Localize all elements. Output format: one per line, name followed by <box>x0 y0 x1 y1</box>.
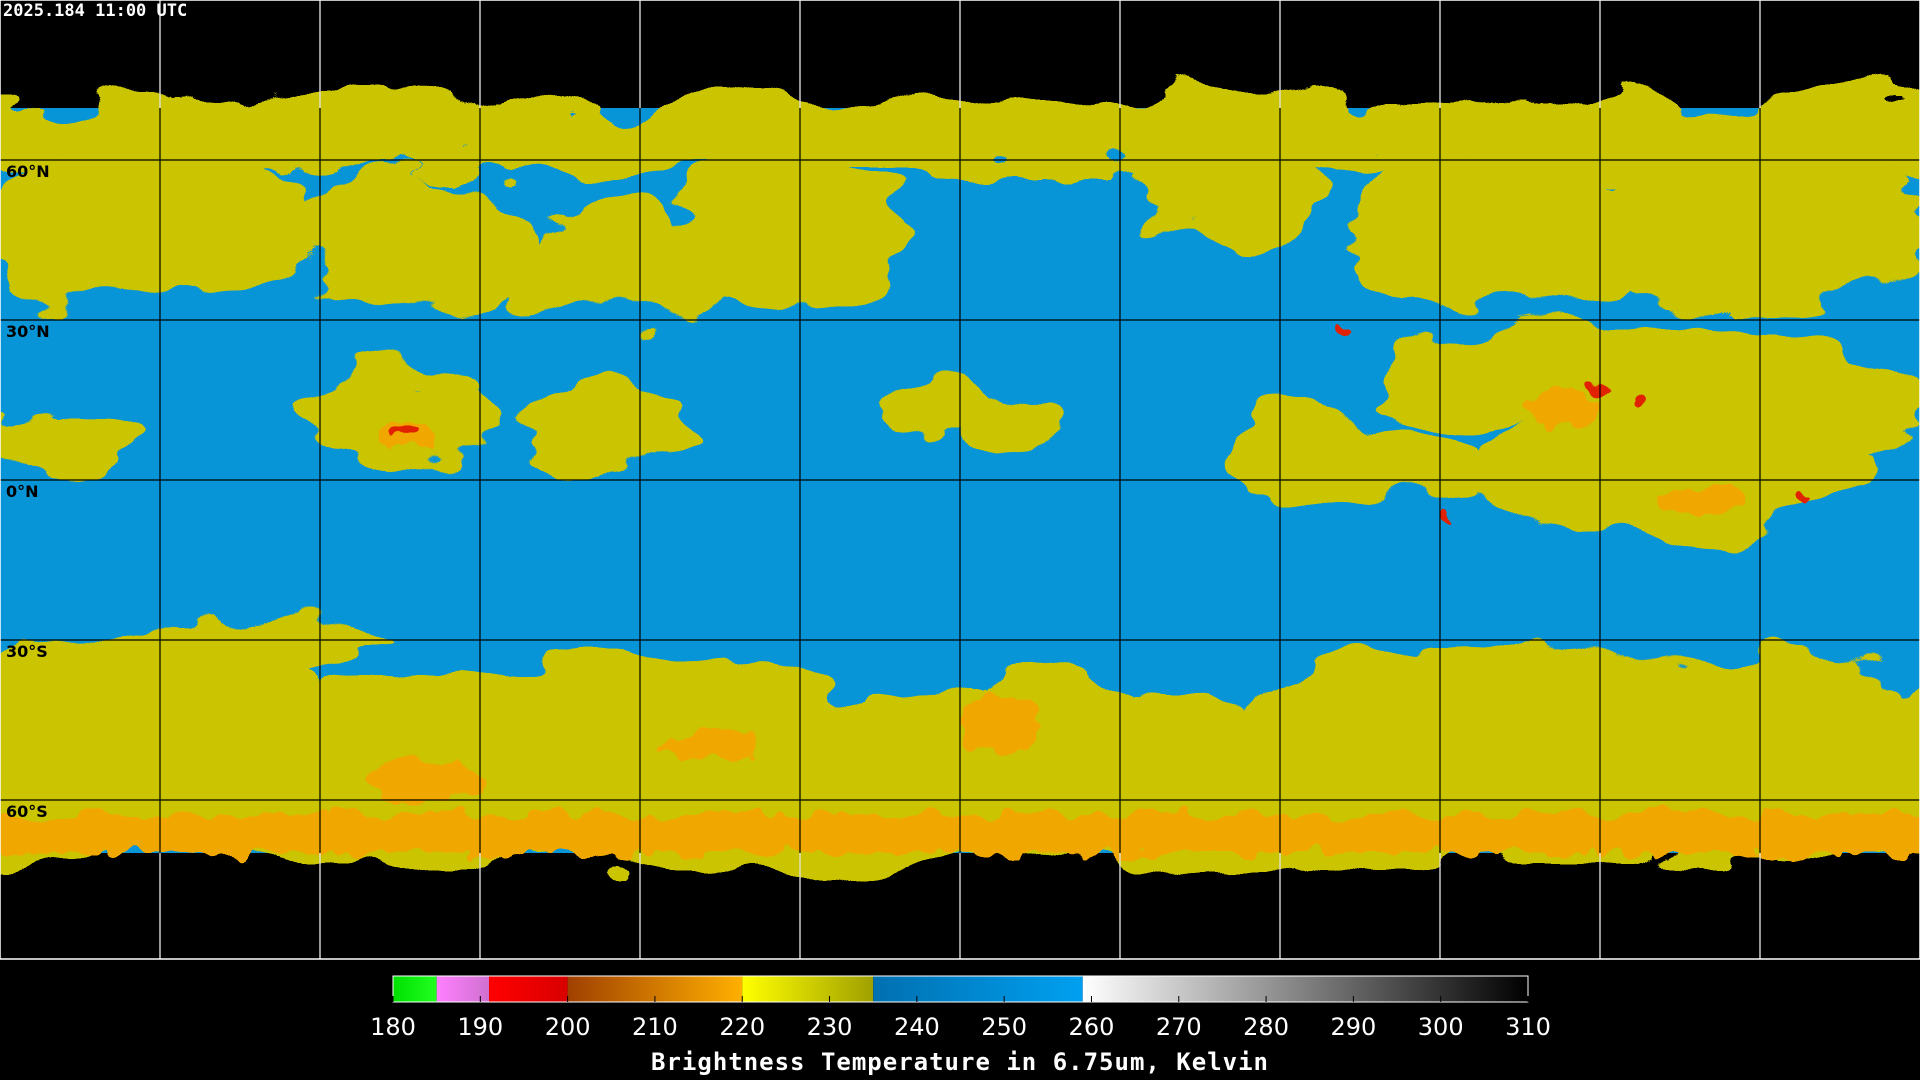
graticule <box>0 0 1920 959</box>
map-frame <box>0 0 1920 960</box>
latitude-label: 0°N <box>6 482 39 501</box>
colorbar-tick-label: 260 <box>1069 1013 1115 1041</box>
colorbar-segment <box>393 976 437 1002</box>
colorbar-tick-label: 310 <box>1505 1013 1551 1041</box>
deep-convection <box>398 325 1806 525</box>
colorbar-tick-label: 290 <box>1330 1013 1376 1041</box>
colorbar-segment <box>873 976 1083 1002</box>
colorbar-tick-label: 190 <box>457 1013 503 1041</box>
colorbar-segment <box>436 976 490 1002</box>
latitude-label: 60°N <box>6 162 50 181</box>
colorbar-tick-label: 240 <box>894 1013 940 1041</box>
colorbar-tick-label: 280 <box>1243 1013 1289 1041</box>
colorbar-tick-label: 220 <box>719 1013 765 1041</box>
latitude-label: 60°S <box>6 802 48 821</box>
colorbar-frame <box>392 975 1529 1003</box>
colorbar-tick-label: 250 <box>981 1013 1027 1041</box>
colorbar-segment <box>489 976 568 1002</box>
colorbar-segment <box>742 976 874 1002</box>
colorbar-tick-label: 230 <box>807 1013 853 1041</box>
colorbar: 180 190 200 210 220 230 240 250 260 270 280 290 300 3… <box>370 975 1551 1041</box>
colorbar-segment <box>1082 976 1528 1002</box>
colorbar-tick-label: 300 <box>1418 1013 1464 1041</box>
colorbar-tick-label: 270 <box>1156 1013 1202 1041</box>
latitude-label: 30°N <box>6 322 50 341</box>
colorbar-title: Brightness Temperature in 6.75um, Kelvin <box>651 1048 1269 1076</box>
colorbar-tick-label: 180 <box>370 1013 416 1041</box>
colorbar-tick-label: 200 <box>545 1013 591 1041</box>
latitude-label: 30°S <box>6 642 48 661</box>
timestamp: 2025.184 11:00 UTC <box>3 1 187 21</box>
colorbar-tick-label: 210 <box>632 1013 678 1041</box>
